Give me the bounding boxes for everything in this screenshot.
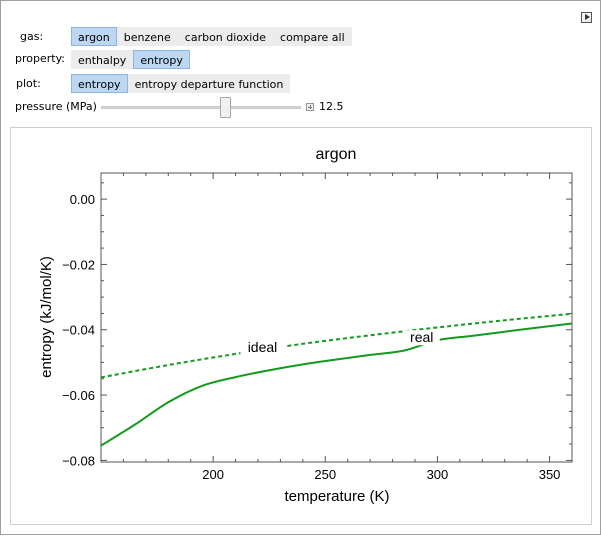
ideal-label-bg [240,339,285,355]
pressure-label: pressure (MPa) [15,100,97,113]
plot-selector: entropy entropy departure function [71,74,291,93]
x-tick-label: 250 [314,467,336,482]
real-curve [101,322,572,447]
plot-panel [10,127,592,525]
x-tick-label: 350 [539,467,561,482]
ideal-curve-label: ideal [248,339,278,355]
slider-expand-icon[interactable] [306,103,314,111]
property-option-enthalpy[interactable]: enthalpy [71,50,134,69]
pressure-slider-track[interactable] [101,106,301,109]
plot-label: plot: [16,77,41,90]
pressure-value: 12.5 [319,100,344,113]
x-tick-label: 300 [427,467,449,482]
property-label: property: [15,52,65,65]
x-axis-title: temperature (K) [284,488,389,505]
gas-option-benzene[interactable]: benzene [116,27,178,46]
x-tick-label: 200 [202,467,224,482]
gas-selector: argon benzene carbon dioxide compare all [71,27,352,46]
pressure-slider-thumb[interactable] [220,97,232,118]
gas-option-compare-all[interactable]: compare all [273,27,352,46]
gas-label: gas: [20,30,44,43]
y-axis-title: entropy (kJ/mol/K) [38,256,55,378]
plot-option-entropy-departure-function[interactable]: entropy departure function [127,74,291,93]
chart-title: argon [316,146,357,163]
y-tick-label: −0.08 [62,453,95,468]
plot-option-entropy[interactable]: entropy [71,74,128,93]
axis-ticks: 200 250 300 350 0.00 −0.02 −0.04 −0.06 −0.08 [62,173,573,482]
y-tick-label: −0.02 [62,257,95,272]
real-label-bg [403,330,440,346]
gas-option-carbon-dioxide[interactable]: carbon dioxide [177,27,274,46]
plot-frame [100,172,573,463]
y-tick-label: −0.06 [62,388,95,403]
real-curve-label: real [410,329,433,345]
curves: ideal real [101,312,572,447]
y-tick-label: 0.00 [70,192,95,207]
y-tick-label: −0.04 [62,323,95,338]
property-option-entropy[interactable]: entropy [133,50,190,69]
property-selector: enthalpy entropy [71,50,190,69]
gas-option-argon[interactable]: argon [71,27,117,46]
ideal-curve [101,312,572,379]
panel-expand-icon[interactable] [581,12,592,23]
